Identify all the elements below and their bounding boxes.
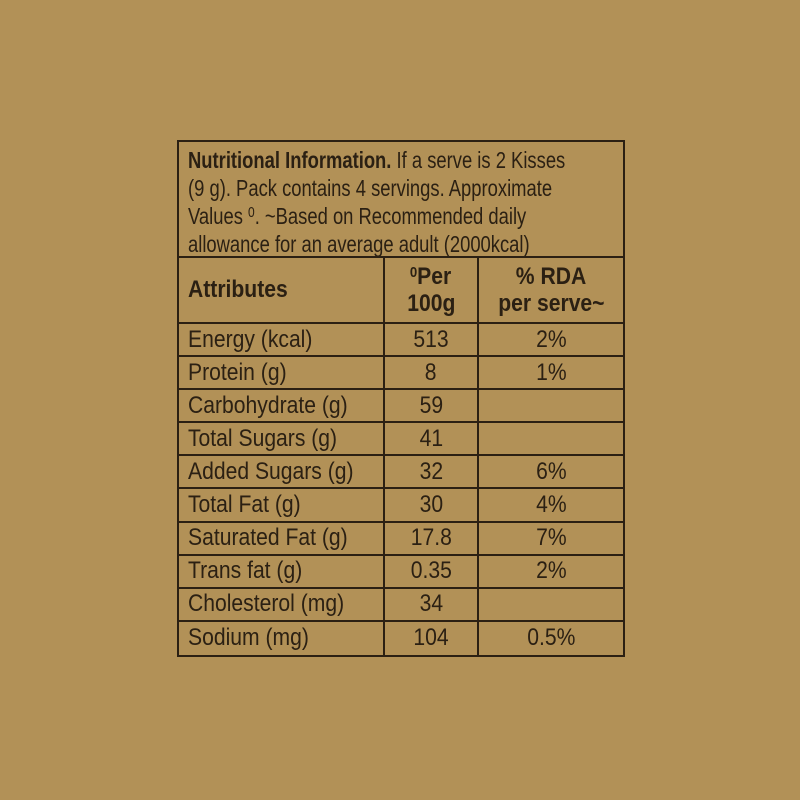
value-rda: 1%	[477, 357, 623, 389]
attribute-name: Energy (kcal)	[188, 325, 313, 353]
value-per-100g: 34	[383, 588, 477, 620]
attribute-name: Sodium (mg)	[188, 624, 309, 652]
value-rda: 4%	[477, 489, 623, 521]
col-header-per-100g: 0Per 100g	[383, 258, 477, 322]
intro-line-2: (9 g). Pack contains 4 servings. Approxi…	[188, 175, 553, 201]
table-row-total-sugars: Total Sugars (g) 41	[179, 423, 623, 457]
intro-line-3-post: . ~Based on Recommended daily	[254, 203, 527, 229]
table-row-trans-fat: Trans fat (g) 0.35 2%	[179, 555, 623, 589]
intro-line-3-pre: Values	[188, 203, 249, 229]
intro-line-1: Nutritional Information. If a serve is 2…	[188, 146, 614, 174]
footnote-marker: 0	[410, 264, 418, 281]
table-row-total-fat: Total Fat (g) 30 4%	[179, 489, 623, 523]
table-row-saturated-fat: Saturated Fat (g) 17.8 7%	[179, 522, 623, 556]
table-row-energy: Energy (kcal) 513 2%	[179, 324, 623, 358]
value-per-100g: 41	[383, 423, 477, 455]
value-per-100g: 32	[383, 456, 477, 488]
intro-line-1-rest: If a serve is 2 Kisses	[391, 147, 566, 173]
attribute-name: Total Sugars (g)	[188, 424, 338, 452]
value-per-100g: 59	[383, 390, 477, 422]
nutrition-panel: Nutritional Information. If a serve is 2…	[177, 140, 625, 657]
table-row-cholesterol: Cholesterol (mg) 34	[179, 588, 623, 622]
nutrition-intro: Nutritional Information. If a serve is 2…	[179, 142, 623, 258]
table-row-protein: Protein (g) 8 1%	[179, 357, 623, 391]
value-rda	[477, 390, 623, 422]
attribute-name: Cholesterol (mg)	[188, 590, 345, 618]
value-per-100g: 0.35	[383, 555, 477, 587]
attribute-name: Protein (g)	[188, 358, 287, 386]
value-rda	[477, 588, 623, 620]
value-per-100g: 17.8	[383, 522, 477, 554]
value-per-100g: 30	[383, 489, 477, 521]
attribute-name: Saturated Fat (g)	[188, 524, 348, 552]
value-rda: 2%	[477, 555, 623, 587]
table-header-row: Attributes 0Per 100g % RDA per serve~	[179, 258, 623, 324]
value-rda: 6%	[477, 456, 623, 488]
value-per-100g: 8	[383, 357, 477, 389]
value-rda: 0.5%	[477, 621, 623, 655]
table-row-sodium: Sodium (mg) 104 0.5%	[179, 621, 623, 655]
attribute-name: Total Fat (g)	[188, 491, 301, 519]
value-rda: 2%	[477, 324, 623, 356]
col-header-rda-per-serve: % RDA per serve~	[477, 258, 623, 322]
value-per-100g: 104	[383, 621, 477, 655]
value-per-100g: 513	[383, 324, 477, 356]
table-row-added-sugars: Added Sugars (g) 32 6%	[179, 456, 623, 490]
footnote-marker: 0	[248, 204, 255, 221]
value-rda: 7%	[477, 522, 623, 554]
attribute-name: Trans fat (g)	[188, 557, 303, 585]
intro-line-4: allowance for an average adult (2000kcal…	[188, 231, 530, 257]
intro-line-3: Values 0. ~Based on Recommended daily	[188, 202, 614, 230]
attribute-name: Added Sugars (g)	[188, 457, 354, 485]
table-row-carbohydrate: Carbohydrate (g) 59	[179, 390, 623, 424]
intro-title: Nutritional Information.	[188, 147, 392, 173]
attribute-name: Carbohydrate (g)	[188, 391, 348, 419]
col-header-attributes: Attributes	[188, 276, 288, 303]
value-rda	[477, 423, 623, 455]
